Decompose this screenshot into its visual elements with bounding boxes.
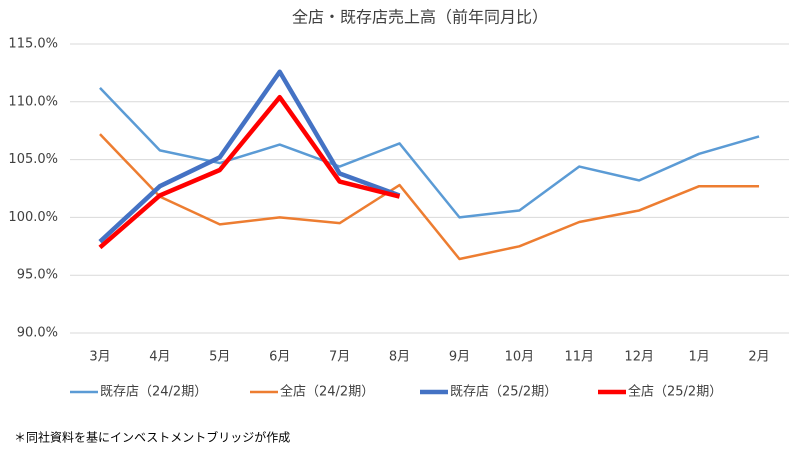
x-tick-label: 9月 bbox=[449, 350, 470, 365]
x-tick-label: 1月 bbox=[688, 350, 709, 365]
y-tick-label: 105.0% bbox=[8, 152, 58, 167]
x-tick-label: 2月 bbox=[748, 350, 769, 365]
chart-title: 全店・既存店売上高（前年同月比） bbox=[292, 8, 548, 27]
legend-label: 既存店（24/2期） bbox=[100, 385, 207, 400]
series-line bbox=[98, 69, 401, 244]
legend-label: 既存店（25/2期） bbox=[450, 385, 557, 400]
x-tick-label: 10月 bbox=[505, 350, 535, 365]
y-tick-label: 90.0% bbox=[17, 326, 58, 341]
x-tick-label: 6月 bbox=[269, 350, 290, 365]
x-tick-label: 4月 bbox=[149, 350, 170, 365]
x-tick-label: 5月 bbox=[209, 350, 230, 365]
x-tick-label: 11月 bbox=[565, 350, 595, 365]
x-tick-label: 12月 bbox=[624, 350, 654, 365]
series-line bbox=[99, 133, 760, 261]
y-tick-label: 95.0% bbox=[17, 268, 58, 283]
footnote: ＊同社資料を基にインベストメントブリッジが作成 bbox=[14, 430, 290, 445]
series-line bbox=[99, 87, 760, 219]
legend-label: 全店（24/2期） bbox=[280, 384, 374, 400]
legend-label: 全店（25/2期） bbox=[628, 384, 722, 400]
y-tick-label: 115.0% bbox=[8, 37, 58, 52]
y-tick-label: 100.0% bbox=[8, 210, 58, 225]
y-tick-label: 110.0% bbox=[8, 94, 58, 109]
x-tick-label: 3月 bbox=[89, 350, 110, 365]
x-tick-label: 7月 bbox=[329, 350, 350, 365]
series-line bbox=[98, 94, 401, 250]
x-tick-label: 8月 bbox=[389, 350, 410, 365]
